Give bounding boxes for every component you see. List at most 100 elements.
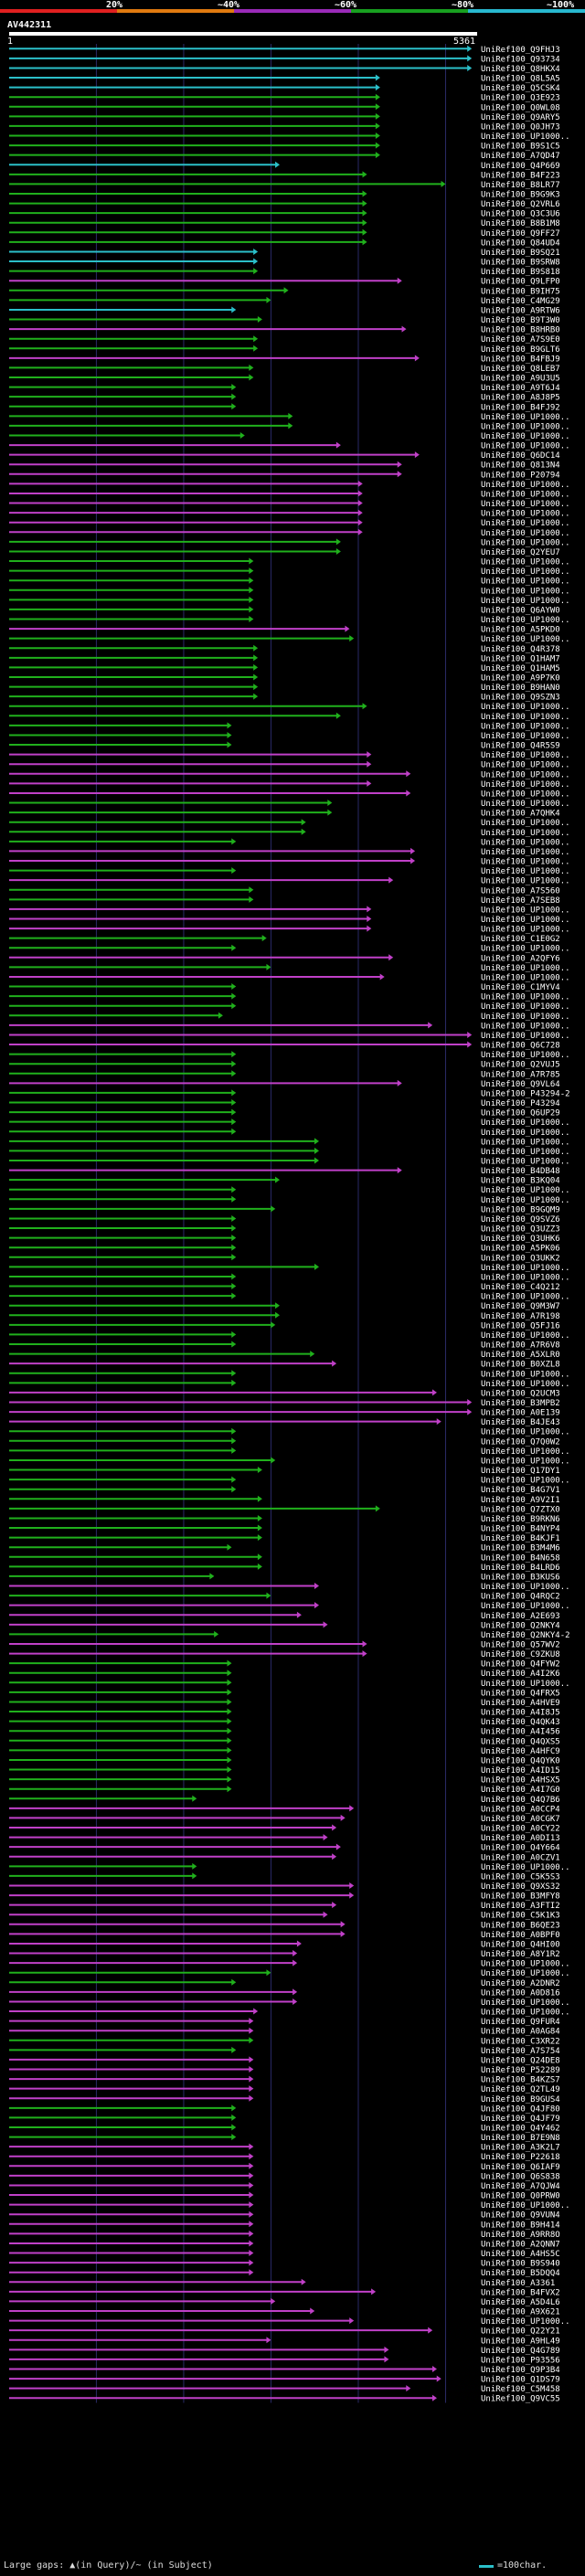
hit-label[interactable]: UniRef100_UP1000.. xyxy=(481,1370,570,1379)
hit-row[interactable]: UniRef100_A0BPF0 xyxy=(9,1930,560,1940)
hit-row[interactable]: UniRef100_B9G9K3 xyxy=(9,190,560,199)
hit-row[interactable]: UniRef100_UP1000.. xyxy=(9,1998,570,2008)
hit-row[interactable]: UniRef100_UP1000.. xyxy=(9,722,570,731)
hit-label[interactable]: UniRef100_UP1000.. xyxy=(481,442,570,451)
hit-label[interactable]: UniRef100_UP1000.. xyxy=(481,926,570,935)
hit-label[interactable]: UniRef100_Q4JF80 xyxy=(481,2104,560,2114)
hit-label[interactable]: UniRef100_Q0PRW0 xyxy=(481,2192,560,2201)
hit-row[interactable]: UniRef100_Q4JF79 xyxy=(9,2114,560,2124)
hit-row[interactable]: UniRef100_B9SRW8 xyxy=(9,258,560,268)
hit-row[interactable]: UniRef100_UP1000.. xyxy=(9,1138,570,1147)
hit-label[interactable]: UniRef100_B7E9N8 xyxy=(481,2134,560,2143)
hit-label[interactable]: UniRef100_Q9SVZ6 xyxy=(481,1215,560,1224)
hit-label[interactable]: UniRef100_UP1000.. xyxy=(481,1157,570,1166)
hit-row[interactable]: UniRef100_Q6IAF9 xyxy=(9,2162,560,2172)
hit-row[interactable]: UniRef100_UP1000.. xyxy=(9,1118,570,1128)
hit-label[interactable]: UniRef100_A4HVE9 xyxy=(481,1699,560,1708)
hit-row[interactable]: UniRef100_Q6C728 xyxy=(9,1041,560,1051)
hit-label[interactable]: UniRef100_A4I2K6 xyxy=(481,1670,560,1679)
hit-label[interactable]: UniRef100_A4I7G0 xyxy=(481,1786,560,1795)
hit-label[interactable]: UniRef100_A0DI13 xyxy=(481,1834,560,1843)
hit-row[interactable]: UniRef100_UP1000.. xyxy=(9,1476,570,1486)
hit-label[interactable]: UniRef100_C4Q212 xyxy=(481,1283,560,1292)
hit-label[interactable]: UniRef100_UP1000.. xyxy=(481,829,570,838)
hit-label[interactable]: UniRef100_UP1000.. xyxy=(481,732,570,741)
hit-label[interactable]: UniRef100_B9IH75 xyxy=(481,287,560,296)
hit-row[interactable]: UniRef100_C5K1K3 xyxy=(9,1911,560,1921)
hit-label[interactable]: UniRef100_UP1000.. xyxy=(481,2009,570,2018)
hit-row[interactable]: UniRef100_Q4FYW2 xyxy=(9,1659,560,1670)
hit-label[interactable]: UniRef100_Q3UHK6 xyxy=(481,1235,560,1244)
hit-row[interactable]: UniRef100_Q3UHK6 xyxy=(9,1235,560,1244)
hit-row[interactable]: UniRef100_Q6AYW0 xyxy=(9,606,560,615)
hit-label[interactable]: UniRef100_B4G7V1 xyxy=(481,1486,560,1495)
hit-row[interactable]: UniRef100_UP1000.. xyxy=(9,779,570,790)
hit-row[interactable]: UniRef100_Q3C3U6 xyxy=(9,209,560,219)
hit-row[interactable]: UniRef100_A4I456 xyxy=(9,1727,560,1737)
hit-row[interactable]: UniRef100_Q0WL08 xyxy=(9,103,560,112)
hit-row[interactable]: UniRef100_A4I8J5 xyxy=(9,1708,560,1718)
hit-row[interactable]: UniRef100_Q4QK43 xyxy=(9,1718,560,1727)
hit-label[interactable]: UniRef100_Q5FJ16 xyxy=(481,1321,560,1330)
hit-label[interactable]: UniRef100_B3KQ04 xyxy=(481,1177,560,1186)
hit-row[interactable]: UniRef100_Q0JH73 xyxy=(9,122,560,132)
hit-row[interactable]: UniRef100_B9GLT6 xyxy=(9,345,560,355)
hit-label[interactable]: UniRef100_A9RR8O xyxy=(481,2231,560,2240)
hit-row[interactable]: UniRef100_UP1000.. xyxy=(9,1457,570,1466)
hit-label[interactable]: UniRef100_A5D4L6 xyxy=(481,2298,560,2307)
hit-row[interactable]: UniRef100_B4DB48 xyxy=(9,1167,560,1176)
hit-label[interactable]: UniRef100_UP1000.. xyxy=(481,780,570,790)
hit-label[interactable]: UniRef100_Q0JH73 xyxy=(481,122,560,132)
hit-label[interactable]: UniRef100_A2E693 xyxy=(481,1612,560,1621)
hit-label[interactable]: UniRef100_B4DB48 xyxy=(481,1167,560,1176)
hit-row[interactable]: UniRef100_UP1000.. xyxy=(9,1147,570,1157)
hit-label[interactable]: UniRef100_A7QJW4 xyxy=(481,2182,560,2191)
hit-label[interactable]: UniRef100_Q4Y462 xyxy=(481,2124,560,2133)
hit-row[interactable]: UniRef100_Q93734 xyxy=(9,55,560,64)
hit-label[interactable]: UniRef100_Q7ZTX0 xyxy=(481,1505,560,1514)
hit-row[interactable]: UniRef100_UP1000.. xyxy=(9,1002,570,1012)
hit-row[interactable]: UniRef100_A8Y1R2 xyxy=(9,1950,560,1959)
hit-label[interactable]: UniRef100_P43294 xyxy=(481,1099,560,1108)
hit-label[interactable]: UniRef100_Q2TL49 xyxy=(481,2085,560,2094)
hit-row[interactable]: UniRef100_Q4Y462 xyxy=(9,2124,560,2133)
hit-row[interactable]: UniRef100_UP1000.. xyxy=(9,1292,570,1302)
hit-label[interactable]: UniRef100_B3MPB2 xyxy=(481,1399,560,1408)
hit-label[interactable]: UniRef100_A0CGK7 xyxy=(481,1815,560,1824)
hit-row[interactable]: UniRef100_UP1000.. xyxy=(9,915,570,925)
hit-row[interactable]: UniRef100_A5XLR0 xyxy=(9,1351,560,1360)
hit-row[interactable]: UniRef100_UP1000.. xyxy=(9,2317,570,2327)
hit-row[interactable]: UniRef100_Q8HKX4 xyxy=(9,64,560,74)
hit-label[interactable]: UniRef100_Q2YEU7 xyxy=(481,548,560,557)
hit-label[interactable]: UniRef100_B3MFY8 xyxy=(481,1892,560,1902)
hit-label[interactable]: UniRef100_B3M4M6 xyxy=(481,1544,560,1553)
hit-row[interactable]: UniRef100_UP1000.. xyxy=(9,1583,570,1592)
hit-row[interactable]: UniRef100_UP1000.. xyxy=(9,567,570,577)
hit-label[interactable]: UniRef100_Q4JF79 xyxy=(481,2115,560,2124)
hit-row[interactable]: UniRef100_A2QFY6 xyxy=(9,954,560,963)
hit-row[interactable]: UniRef100_B9S1C5 xyxy=(9,142,560,152)
hit-row[interactable]: UniRef100_Q57WV2 xyxy=(9,1640,560,1649)
hit-label[interactable]: UniRef100_B9G9K3 xyxy=(481,190,560,199)
hit-label[interactable]: UniRef100_UP1000.. xyxy=(481,578,570,587)
hit-row[interactable]: UniRef100_A4I2K6 xyxy=(9,1670,560,1679)
hit-row[interactable]: UniRef100_B4NYP4 xyxy=(9,1524,560,1534)
hit-label[interactable]: UniRef100_Q17DY1 xyxy=(481,1467,560,1476)
hit-row[interactable]: UniRef100_A7S560 xyxy=(9,886,560,896)
hit-row[interactable]: UniRef100_UP1000.. xyxy=(9,760,570,770)
hit-label[interactable]: UniRef100_B9SRW8 xyxy=(481,259,560,268)
hit-row[interactable]: UniRef100_UP1000.. xyxy=(9,596,570,606)
hit-label[interactable]: UniRef100_C1MYV4 xyxy=(481,983,560,992)
hit-row[interactable]: UniRef100_UP1000.. xyxy=(9,1022,570,1031)
hit-label[interactable]: UniRef100_UP1000.. xyxy=(481,906,570,915)
hit-row[interactable]: UniRef100_B4FBJ9 xyxy=(9,355,560,364)
hit-row[interactable]: UniRef100_B4LRD6 xyxy=(9,1563,560,1573)
hit-row[interactable]: UniRef100_Q4HI00 xyxy=(9,1940,560,1949)
hit-label[interactable]: UniRef100_Q4QXS5 xyxy=(481,1737,560,1746)
hit-label[interactable]: UniRef100_B9GUS4 xyxy=(481,2095,560,2104)
hit-label[interactable]: UniRef100_B4JE43 xyxy=(481,1418,560,1427)
hit-row[interactable]: UniRef100_UP1000.. xyxy=(9,973,570,982)
hit-label[interactable]: UniRef100_B4FVX2 xyxy=(481,2288,560,2297)
hit-label[interactable]: UniRef100_UP1000.. xyxy=(481,519,570,528)
hit-row[interactable]: UniRef100_A0CZV1 xyxy=(9,1853,560,1862)
